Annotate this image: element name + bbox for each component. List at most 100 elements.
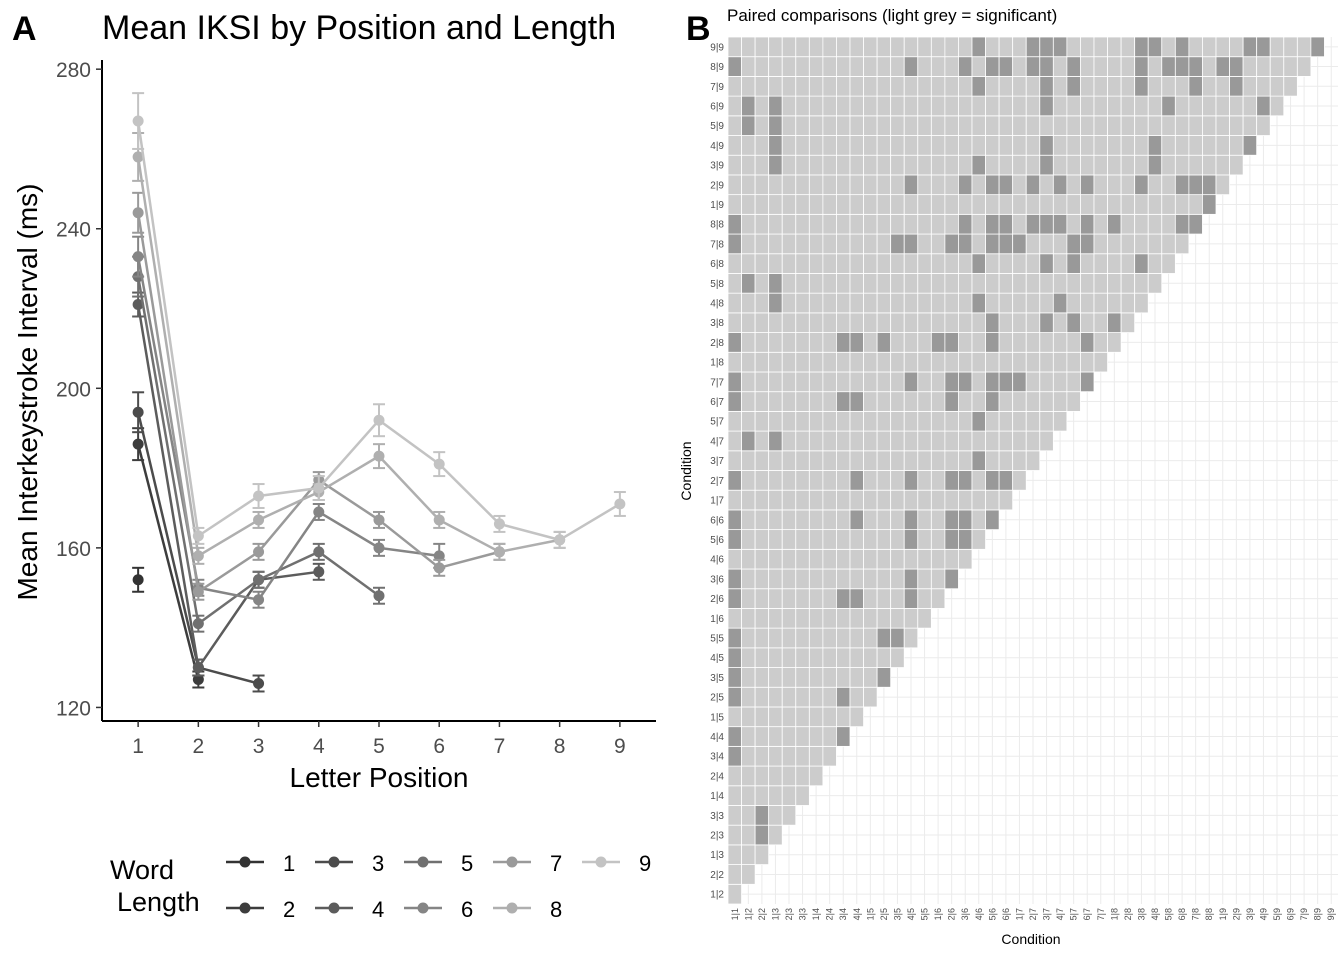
heatmap-cell [1107, 332, 1122, 353]
heatmap-cell [1039, 371, 1054, 393]
heatmap-cell [1188, 194, 1203, 215]
heatmap-cell [971, 470, 986, 491]
panel-b-title: Paired comparisons (light grey = signifi… [727, 6, 1057, 25]
heatmap-cell [741, 548, 756, 570]
heatmap-cell [876, 430, 892, 452]
heatmap-cell [944, 56, 959, 77]
heatmap-y-tick-label: 5|9 [710, 121, 724, 132]
heatmap-cell [998, 213, 1014, 235]
heatmap-cell [849, 154, 864, 176]
heatmap-cell [822, 194, 837, 215]
heatmap-cell [1147, 233, 1163, 255]
heatmap-cell [795, 292, 810, 314]
heatmap-cell [944, 332, 959, 353]
heatmap-cell [754, 548, 770, 570]
heatmap-cell [903, 371, 919, 393]
data-point [433, 514, 445, 526]
heatmap-cell [1269, 36, 1285, 58]
heatmap-x-tick-label: 3|5 [892, 908, 902, 920]
heatmap-y-tick-label: 5|7 [710, 417, 724, 428]
heatmap-cell [754, 568, 770, 590]
heatmap-cell [727, 509, 742, 531]
heatmap-cell [1215, 76, 1230, 97]
heatmap-cell [1269, 95, 1285, 117]
heatmap-cell [958, 312, 973, 333]
heatmap-cell [1039, 76, 1054, 97]
heatmap-cell [876, 608, 892, 629]
heatmap-cell [1012, 194, 1027, 215]
heatmap-cell [781, 785, 797, 806]
heatmap-x-tick-label: 1|1 [730, 908, 740, 920]
heatmap-cell [727, 95, 742, 117]
heatmap-cell [917, 273, 932, 294]
heatmap-x-tick-label: 1|3 [770, 908, 780, 920]
legend-item-2: 2 [226, 897, 295, 922]
heatmap-cell [903, 115, 919, 136]
data-point [373, 450, 385, 462]
heatmap-cell [795, 785, 810, 806]
heatmap-cell [781, 765, 797, 787]
heatmap-cell [971, 56, 986, 77]
heatmap-cell [985, 312, 1000, 333]
heatmap-cell [808, 588, 824, 609]
heatmap-cell [930, 588, 946, 609]
heatmap-cell [971, 371, 986, 393]
heatmap-cell [876, 135, 892, 156]
heatmap-cell [1174, 76, 1190, 97]
heatmap-cell [1080, 351, 1095, 373]
heatmap-cell [727, 273, 742, 294]
heatmap-cell [944, 174, 959, 196]
heatmap-cell [930, 174, 946, 196]
heatmap-cell [1161, 36, 1176, 58]
heatmap-cell [727, 667, 742, 688]
series-line [136, 120, 621, 542]
heatmap-cell [808, 647, 824, 668]
x-tick-label: 1 [132, 735, 144, 758]
heatmap-cell [1025, 115, 1041, 136]
heatmap-cell [1107, 312, 1122, 333]
heatmap-cell [998, 95, 1014, 117]
series-line [136, 443, 200, 680]
heatmap-cell [876, 410, 892, 432]
heatmap-cell [1134, 273, 1149, 294]
heatmap-cell [1229, 95, 1244, 117]
heatmap-cell [930, 56, 946, 77]
heatmap-cell [1147, 273, 1163, 294]
heatmap-cell [1147, 36, 1163, 58]
heatmap-cell [958, 489, 973, 511]
heatmap-cell [1188, 76, 1203, 97]
heatmap-cell [1174, 36, 1190, 58]
legend-item-8: 8 [493, 897, 562, 922]
heatmap-cell [808, 194, 824, 215]
heatmap-cell [808, 76, 824, 97]
heatmap-cell [836, 588, 851, 609]
heatmap-cell [876, 332, 892, 353]
heatmap-cell [795, 726, 810, 747]
heatmap-cell [985, 410, 1000, 432]
heatmap-cell [890, 253, 905, 274]
heatmap-cell [917, 371, 932, 393]
heatmap-cell [863, 667, 878, 688]
heatmap-cell [903, 470, 919, 491]
heatmap-cell [930, 194, 946, 215]
heatmap-cell [754, 430, 770, 452]
heatmap-cell [822, 450, 837, 471]
heatmap-cell [822, 509, 837, 531]
heatmap-y-tick-label: 1|7 [710, 496, 724, 507]
heatmap-cell [849, 529, 864, 550]
heatmap-y-tick-label: 8|8 [710, 220, 724, 231]
heatmap-cell [1039, 391, 1054, 412]
x-tick-label: 7 [494, 735, 506, 758]
heatmap-cell [768, 56, 783, 77]
heatmap-cell [985, 351, 1000, 373]
heatmap-cell [1080, 135, 1095, 156]
heatmap-cell [781, 667, 797, 688]
heatmap-x-tick-label: 5|7 [1069, 908, 1079, 920]
data-point [253, 594, 265, 606]
heatmap-cell [822, 253, 837, 274]
heatmap-cell [998, 194, 1014, 215]
heatmap-cell [863, 509, 878, 531]
heatmap-y-tick-label: 4|6 [710, 555, 724, 566]
heatmap-cell [903, 529, 919, 550]
panel-a-title: Mean IKSI by Position and Length [102, 9, 616, 47]
